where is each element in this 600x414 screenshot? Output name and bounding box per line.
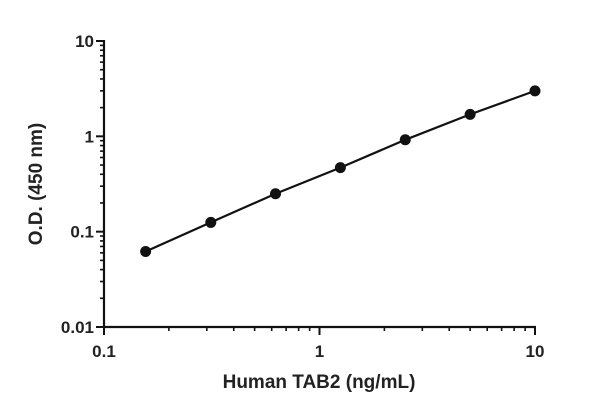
data-point [140,245,152,257]
y-tick-label: 0.1 [70,223,94,242]
data-point [270,188,282,200]
data-point [205,216,217,228]
data-point [529,85,541,97]
data-point [334,162,346,174]
data-point [399,134,411,146]
y-tick-label: 0.01 [61,318,94,337]
x-tick-label: 1 [315,342,324,361]
x-tick-label: 10 [526,342,545,361]
y-tick-label: 10 [75,32,94,51]
y-tick-label: 1 [85,127,94,146]
data-point [464,108,476,120]
y-axis-title: O.D. (450 nm) [26,123,47,245]
x-tick-label: 0.1 [92,342,116,361]
x-axis-title: Human TAB2 (ng/mL) [223,372,416,393]
axes: 0.1 1 10 0.01 0.1 1 10 [61,32,545,361]
data-points [140,85,541,257]
